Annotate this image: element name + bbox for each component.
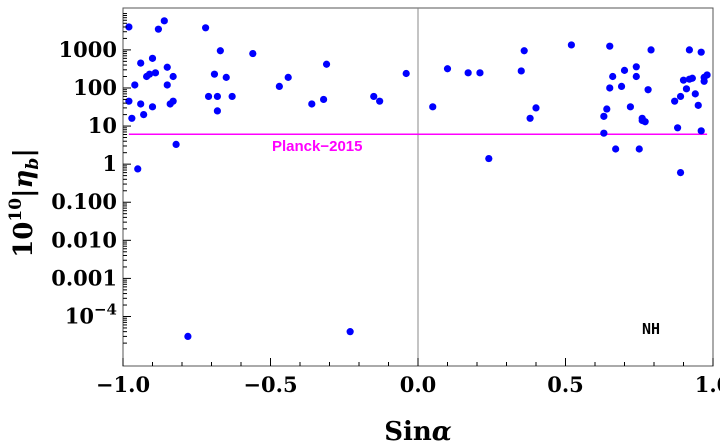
data-point xyxy=(249,49,257,58)
data-point xyxy=(674,124,682,132)
data-point xyxy=(134,165,142,173)
data-point xyxy=(169,72,177,81)
data-point xyxy=(620,66,629,74)
data-point xyxy=(603,105,611,113)
data-point xyxy=(346,328,354,336)
data-point xyxy=(647,46,655,54)
data-point xyxy=(163,81,171,89)
data-point xyxy=(131,81,139,89)
data-point xyxy=(125,23,133,31)
data-point xyxy=(600,129,608,137)
x-tick-label: 1.0 xyxy=(695,372,720,397)
y-tick-label: 0.001 xyxy=(51,265,117,290)
data-point xyxy=(626,103,635,111)
y-tick-label: 0.010 xyxy=(51,227,117,252)
data-point xyxy=(612,145,620,153)
y-tick-label: 1000 xyxy=(59,37,117,62)
data-point xyxy=(688,74,696,82)
data-point xyxy=(222,73,230,81)
data-point xyxy=(703,71,711,79)
data-point xyxy=(526,114,534,122)
data-point xyxy=(151,69,160,77)
data-point xyxy=(284,73,292,81)
data-point xyxy=(275,82,283,91)
x-axis-ticks: −1.0 −0.5 0.0 0.5 1.0 xyxy=(96,358,720,397)
data-point xyxy=(606,84,614,92)
x-tick-label: 0.0 xyxy=(400,372,437,397)
data-point xyxy=(145,70,154,78)
data-point xyxy=(682,85,691,93)
data-point xyxy=(402,69,410,78)
data-point xyxy=(676,168,685,177)
data-point xyxy=(204,92,213,101)
data-point xyxy=(429,103,437,111)
data-point xyxy=(700,77,708,85)
y-tick-label: 1 xyxy=(102,151,117,176)
data-point xyxy=(160,17,168,25)
data-point xyxy=(476,69,484,77)
data-point xyxy=(308,100,316,108)
data-point xyxy=(140,110,148,119)
data-point xyxy=(137,59,145,67)
y-tick-label: 100 xyxy=(73,75,117,100)
x-tick-label: −1.0 xyxy=(96,372,150,397)
data-points xyxy=(125,17,711,341)
data-point xyxy=(632,72,640,81)
y-axis-ticks: 1000 100 10 1 0.100 0.010 0.001 10−4 xyxy=(51,13,131,344)
y-tick-label: 10−4 xyxy=(65,300,117,328)
data-point xyxy=(210,70,219,78)
data-point xyxy=(606,42,614,50)
data-point xyxy=(517,67,525,75)
data-point xyxy=(213,92,221,101)
data-point xyxy=(137,100,145,108)
data-point xyxy=(169,97,177,105)
data-point xyxy=(632,63,640,71)
data-point xyxy=(685,46,694,54)
data-point xyxy=(148,54,157,62)
nh-annotation: NH xyxy=(642,320,660,338)
x-axis-title: Sinα xyxy=(384,417,452,447)
data-point xyxy=(567,41,576,49)
data-point xyxy=(376,97,384,105)
y-tick-label: 10 xyxy=(88,113,117,138)
data-point xyxy=(641,118,649,126)
data-point xyxy=(697,127,705,135)
data-point xyxy=(228,92,236,101)
data-point xyxy=(520,47,528,55)
data-point xyxy=(676,92,685,101)
data-point xyxy=(694,101,702,109)
x-tick-label: 0.5 xyxy=(547,372,584,397)
data-point xyxy=(163,63,171,71)
data-point xyxy=(443,65,452,73)
data-point xyxy=(532,104,540,112)
data-point xyxy=(172,140,180,149)
data-point xyxy=(216,47,224,55)
planck-label: Planck−2015 xyxy=(272,138,363,155)
data-point xyxy=(485,154,493,163)
data-point xyxy=(370,92,378,101)
y-axis-title: 1010|ηb| xyxy=(6,148,43,258)
data-point xyxy=(202,24,210,32)
data-point xyxy=(125,97,133,105)
data-point xyxy=(148,103,157,111)
x-tick-label: −0.5 xyxy=(243,372,297,397)
data-point xyxy=(691,90,699,98)
data-point xyxy=(600,112,608,120)
data-point xyxy=(128,114,136,122)
data-point xyxy=(617,82,626,91)
data-point xyxy=(671,97,679,105)
data-point xyxy=(697,48,705,56)
data-point xyxy=(609,72,617,81)
data-point xyxy=(464,69,472,77)
y-tick-label: 0.100 xyxy=(51,189,117,214)
data-point xyxy=(635,145,643,153)
data-point xyxy=(154,25,162,33)
data-point xyxy=(322,60,331,68)
data-point xyxy=(184,332,192,341)
data-point xyxy=(679,76,688,84)
data-point xyxy=(320,95,328,104)
data-point xyxy=(213,107,221,115)
data-point xyxy=(644,86,652,94)
